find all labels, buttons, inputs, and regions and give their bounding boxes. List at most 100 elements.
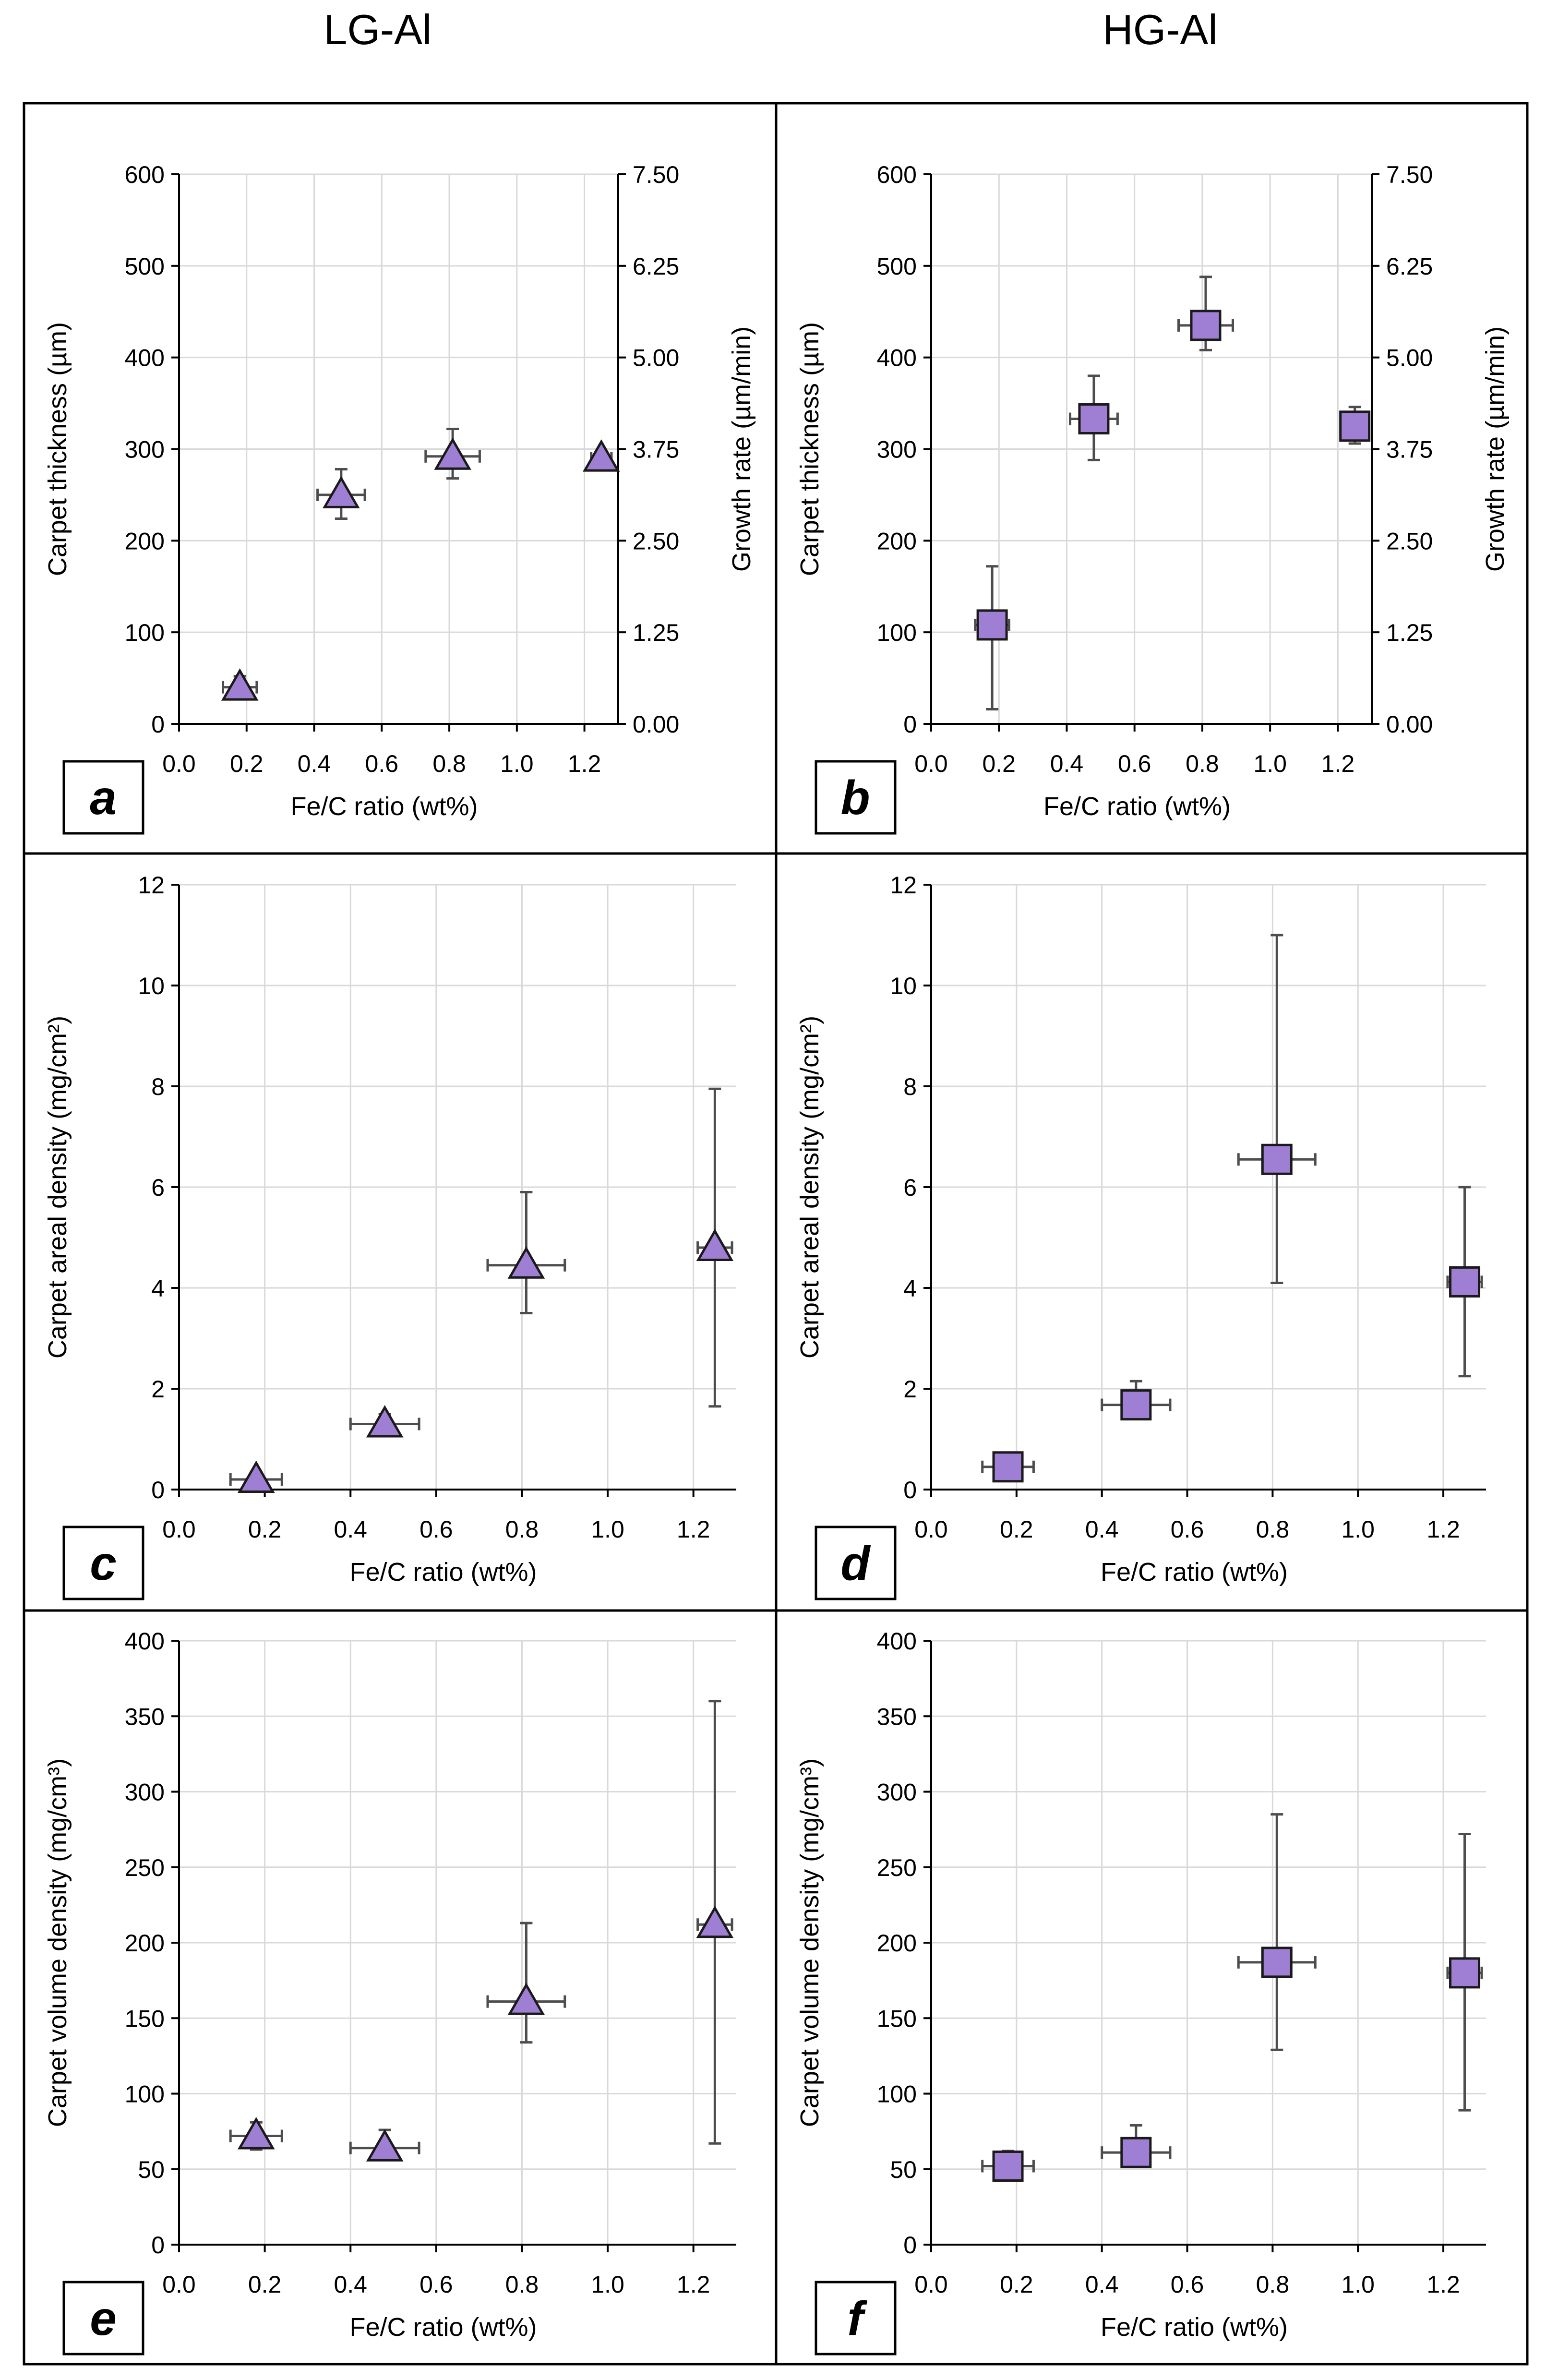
- x-tick-label: 1.2: [677, 1516, 710, 1543]
- data-point: [981, 2150, 1035, 2182]
- x-tick-label: 0.4: [298, 750, 331, 777]
- x-tick-label: 0.4: [1085, 1516, 1119, 1543]
- data-marker-square: [1120, 2137, 1152, 2168]
- data-marker-square: [976, 609, 1008, 641]
- data-marker-triangle: [696, 1905, 734, 1938]
- y-tick-label: 400: [125, 345, 165, 372]
- y-tick-label: 600: [125, 161, 165, 188]
- y-tick-label: 200: [877, 528, 917, 554]
- chart-panel-c: 0.0 0.2 0.4 0.6 0.8 1.0 1.2 0 2 4 6 8 10 12 Fe/C ratio…: [43, 872, 736, 1600]
- x-tick-label: 0.6: [1171, 1516, 1204, 1543]
- x-tick-label: 0.0: [914, 750, 948, 777]
- y-tick-label: 300: [877, 436, 917, 463]
- panel-letter: c: [90, 1537, 117, 1590]
- y-tick-label: 8: [903, 1073, 917, 1100]
- data-point: [486, 1191, 566, 1314]
- data-marker-triangle: [237, 1460, 275, 1493]
- y-tick-label: 150: [877, 2005, 917, 2032]
- data-point: [1101, 2124, 1172, 2168]
- x-tick-label: 0.6: [1171, 2271, 1204, 2298]
- y-tick-label: 300: [125, 1779, 165, 1806]
- y2-tick-label: 2.50: [1386, 528, 1433, 554]
- y2-tick-label: 7.50: [1386, 161, 1433, 188]
- y-tick-label: 2: [151, 1376, 165, 1403]
- x-tick-label: 0.4: [1050, 750, 1084, 777]
- y2-tick-label: 1.25: [633, 619, 679, 646]
- data-point: [424, 428, 481, 480]
- panel-frame: [775, 102, 1529, 855]
- y2-tick-label: 3.75: [1386, 436, 1433, 463]
- panel-frame: [23, 102, 778, 855]
- data-marker-triangle: [237, 2117, 275, 2150]
- data-point: [486, 1922, 566, 2044]
- y2-tick-label: 0.00: [1386, 711, 1433, 738]
- x-axis-title: Fe/C ratio (wt%): [349, 2313, 537, 2342]
- y-tick-label: 50: [890, 2156, 917, 2183]
- panel-letter-box: [62, 2281, 144, 2356]
- x-axis-title: Fe/C ratio (wt%): [1101, 1558, 1288, 1587]
- y-tick-label: 12: [890, 872, 917, 899]
- y-tick-label: 0: [903, 711, 917, 738]
- data-marker-square: [992, 2150, 1024, 2182]
- x-tick-label: 1.0: [591, 2271, 624, 2298]
- data-point: [1237, 1813, 1317, 2051]
- data-point: [1101, 1380, 1172, 1421]
- y2-axis-title: Growth rate (µm/min): [1481, 326, 1510, 572]
- data-point: [229, 1460, 283, 1493]
- y2-axis-title: Growth rate (µm/min): [727, 326, 756, 572]
- chart-panel-b: 0.0 0.2 0.4 0.6 0.8 1.0 1.2 0 100 200 300 400 500 600…: [795, 161, 1510, 835]
- x-tick-label: 1.0: [1341, 2271, 1375, 2298]
- panel-frame: [775, 1609, 1529, 2366]
- y-tick-label: 100: [877, 2081, 917, 2108]
- x-tick-label: 0.4: [334, 2271, 367, 2298]
- data-point: [316, 468, 366, 520]
- x-tick-label: 0.6: [1118, 750, 1151, 777]
- x-tick-label: 0.2: [982, 750, 1016, 777]
- chart-panel-d: 0.0 0.2 0.4 0.6 0.8 1.0 1.2 0 2 4 6 8 10 12 Fe/C ratio…: [795, 872, 1486, 1600]
- data-point: [349, 2128, 420, 2162]
- x-tick-label: 1.0: [1253, 750, 1287, 777]
- data-point: [981, 1451, 1035, 1483]
- x-tick-label: 0.2: [1000, 2271, 1033, 2298]
- y-tick-label: 12: [138, 872, 165, 899]
- data-marker-triangle: [366, 1405, 404, 1438]
- x-tick-label: 1.0: [500, 750, 534, 777]
- x-tick-label: 0.8: [1256, 2271, 1290, 2298]
- panel-letter-box: [62, 1526, 144, 1600]
- y-tick-label: 0: [151, 1477, 165, 1503]
- y-tick-label: 350: [125, 1703, 165, 1730]
- x-tick-label: 0.0: [162, 750, 196, 777]
- y2-tick-label: 6.25: [1386, 253, 1433, 280]
- data-point: [696, 1700, 734, 2145]
- panel-letter-box: [815, 760, 897, 835]
- y-tick-label: 100: [125, 2081, 165, 2108]
- x-tick-label: 0.2: [230, 750, 264, 777]
- y-axis-title: Carpet volume density (mg/cm³): [795, 1758, 824, 2127]
- y-tick-label: 250: [125, 1854, 165, 1881]
- data-marker-square: [1261, 1947, 1293, 1978]
- x-tick-label: 0.6: [419, 2271, 453, 2298]
- data-marker-triangle: [696, 1228, 734, 1261]
- x-axis-title: Fe/C ratio (wt%): [349, 1558, 537, 1587]
- chart-panel-f: 0.0 0.2 0.4 0.6 0.8 1.0 1.2 0 50 100 150 200 250 300 3…: [795, 1628, 1486, 2356]
- y2-tick-label: 1.25: [1386, 619, 1433, 646]
- y-tick-label: 8: [151, 1073, 165, 1100]
- y-tick-label: 10: [138, 973, 165, 999]
- data-point: [696, 1087, 734, 1408]
- y-tick-label: 200: [877, 1930, 917, 1957]
- x-tick-label: 0.4: [334, 1516, 367, 1543]
- y-tick-label: 300: [877, 1779, 917, 1806]
- y-tick-label: 4: [151, 1275, 165, 1302]
- y2-tick-label: 7.50: [633, 161, 679, 188]
- panel-letter-box: [62, 760, 144, 835]
- y-tick-label: 6: [903, 1174, 917, 1201]
- x-tick-label: 1.2: [568, 750, 601, 777]
- y-axis-title: Carpet thickness (µm): [43, 322, 72, 576]
- y-axis-title: Carpet thickness (µm): [795, 322, 824, 576]
- y2-tick-label: 5.00: [633, 345, 679, 372]
- panel-letter: b: [840, 771, 870, 825]
- data-marker-triangle: [221, 668, 259, 701]
- y-tick-label: 150: [125, 2005, 165, 2032]
- y-tick-label: 0: [903, 2232, 917, 2259]
